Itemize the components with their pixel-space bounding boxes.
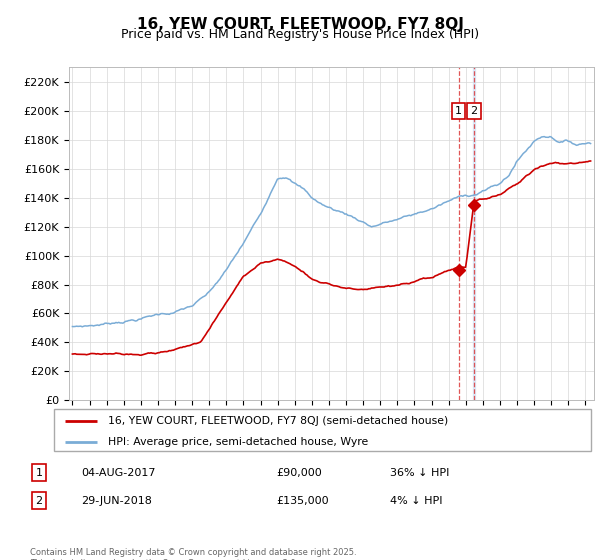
Text: Price paid vs. HM Land Registry's House Price Index (HPI): Price paid vs. HM Land Registry's House … <box>121 28 479 41</box>
Text: 2: 2 <box>470 106 478 116</box>
Text: 2: 2 <box>35 496 43 506</box>
Text: 1: 1 <box>455 106 462 116</box>
Text: £90,000: £90,000 <box>276 468 322 478</box>
Text: £135,000: £135,000 <box>276 496 329 506</box>
Text: 4% ↓ HPI: 4% ↓ HPI <box>390 496 443 506</box>
Text: 29-JUN-2018: 29-JUN-2018 <box>81 496 152 506</box>
Text: Contains HM Land Registry data © Crown copyright and database right 2025.
This d: Contains HM Land Registry data © Crown c… <box>30 548 356 560</box>
Text: 16, YEW COURT, FLEETWOOD, FY7 8QJ (semi-detached house): 16, YEW COURT, FLEETWOOD, FY7 8QJ (semi-… <box>108 416 448 426</box>
Text: 36% ↓ HPI: 36% ↓ HPI <box>390 468 449 478</box>
Bar <box>473 67 475 400</box>
FancyBboxPatch shape <box>54 409 591 451</box>
Text: 1: 1 <box>35 468 43 478</box>
Text: 04-AUG-2017: 04-AUG-2017 <box>81 468 155 478</box>
Text: 16, YEW COURT, FLEETWOOD, FY7 8QJ: 16, YEW COURT, FLEETWOOD, FY7 8QJ <box>137 17 463 32</box>
Text: HPI: Average price, semi-detached house, Wyre: HPI: Average price, semi-detached house,… <box>108 437 368 446</box>
